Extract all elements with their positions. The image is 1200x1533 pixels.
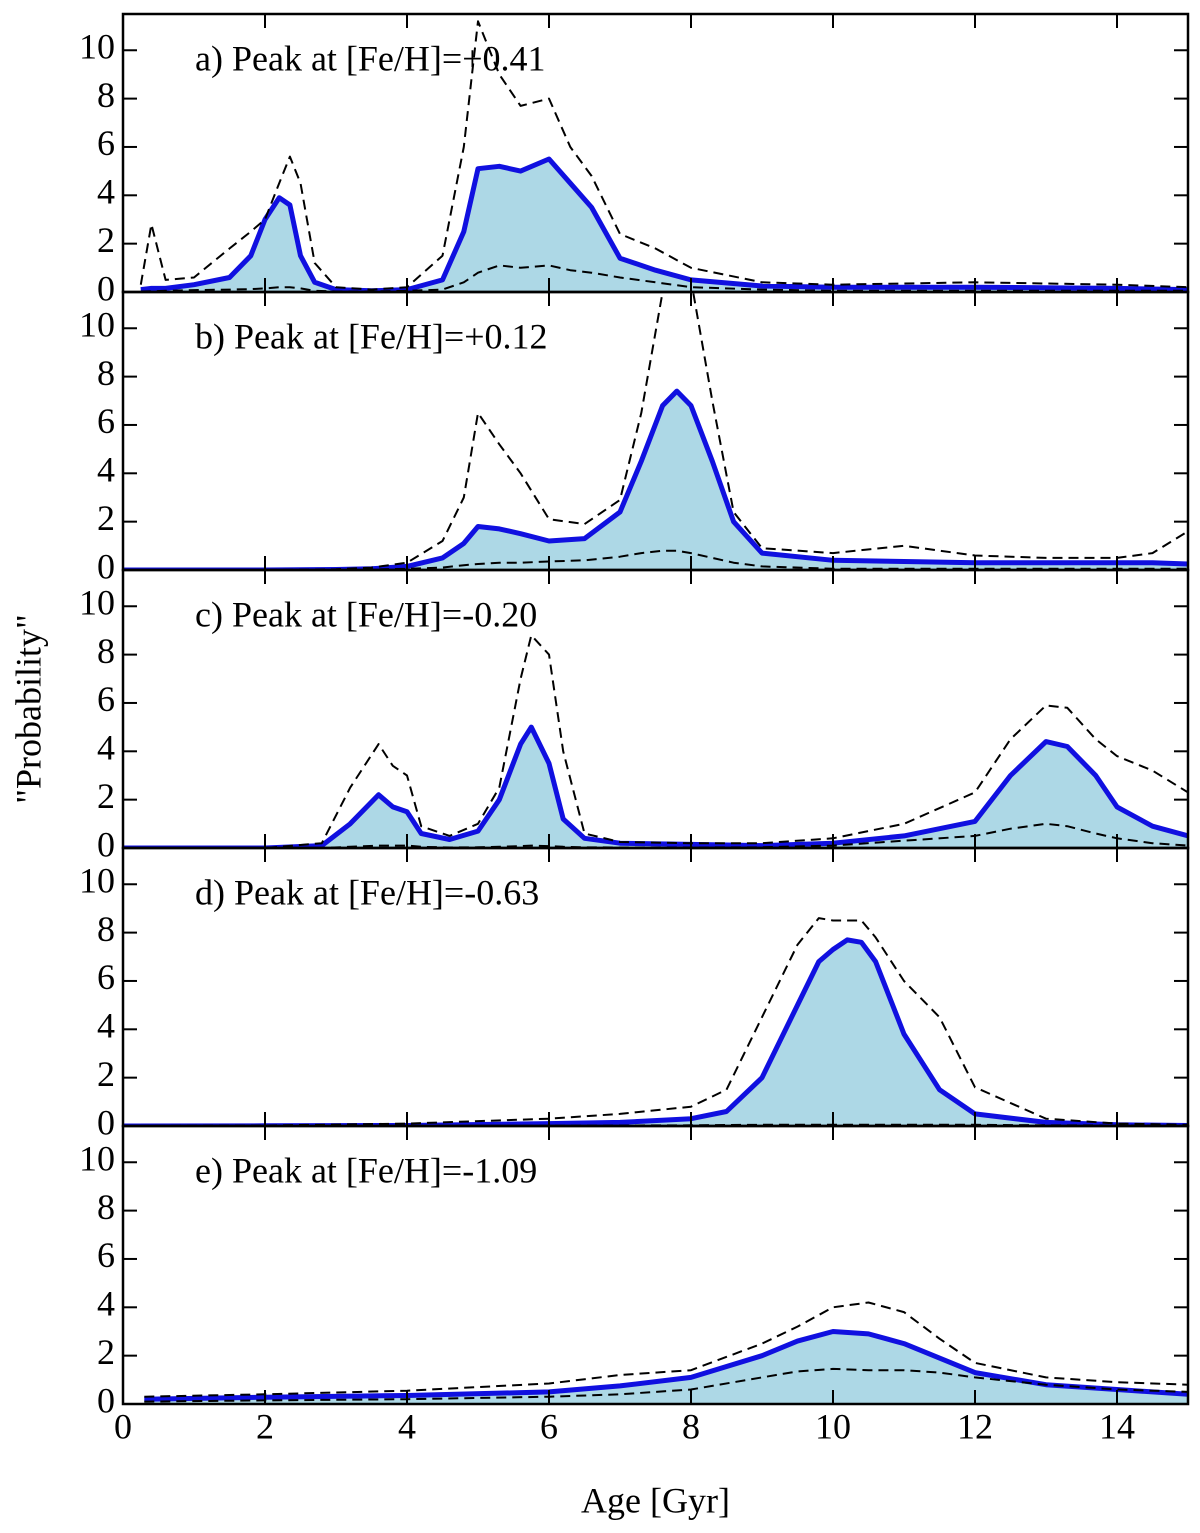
dashed-line [139,20,1188,291]
x-tick-label: 2 [256,1406,274,1446]
y-tick-label: 4 [97,728,115,768]
dashed-line [123,549,1188,570]
x-tick-label: 6 [540,1406,558,1446]
y-tick-label: 6 [97,123,115,163]
annotation: d) Peak at [Fe/H]=-0.63 [195,872,539,912]
panel [144,1301,1188,1404]
x-tick-label: 12 [957,1406,993,1446]
dashed-line [140,264,1188,292]
area [140,159,1188,292]
panel [139,20,1188,292]
area [123,727,1188,848]
y-tick-label: 2 [97,1332,115,1372]
x-tick-label: 0 [114,1406,132,1446]
y-tick-label: 2 [97,220,115,260]
y-tick-label: 10 [79,305,115,345]
y-tick-label: 2 [97,776,115,816]
y-tick-label: 0 [97,1102,115,1142]
dashed-line [123,917,1188,1126]
y-tick-label: 10 [79,27,115,67]
annotation: b) Peak at [Fe/H]=+0.12 [195,316,548,356]
line [140,156,1188,292]
line [123,937,1188,1126]
y-axis-label: "Probability" [8,614,48,803]
annotation: e) Peak at [Fe/H]=-1.09 [195,1150,537,1190]
y-tick-label: 4 [97,1284,115,1324]
x-axis-label: Age [Gyr] [581,1480,730,1520]
area [123,939,1188,1126]
y-tick-label: 10 [79,583,115,623]
y-tick-label: 10 [79,1139,115,1179]
y-tick-label: 6 [97,957,115,997]
x-tick-label: 8 [682,1406,700,1446]
y-tick-label: 6 [97,1235,115,1275]
line [123,388,1188,570]
y-tick-label: 10 [79,861,115,901]
y-tick-label: 0 [97,546,115,586]
line [144,1329,1188,1402]
y-tick-label: 6 [97,401,115,441]
annotation: a) Peak at [Fe/H]=+0.41 [195,38,546,78]
annotation: c) Peak at [Fe/H]=-0.20 [195,594,537,634]
line [123,724,1188,848]
dashed-line [144,1367,1188,1403]
y-tick-label: 8 [97,631,115,671]
y-tick-label: 0 [97,268,115,308]
y-tick-label: 4 [97,172,115,212]
panel [123,917,1188,1126]
y-tick-label: 8 [97,909,115,949]
y-tick-label: 2 [97,1054,115,1094]
y-tick-label: 4 [97,1006,115,1046]
dashed-line [123,292,1188,570]
y-tick-label: 0 [97,824,115,864]
x-tick-label: 14 [1099,1406,1135,1446]
y-tick-label: 8 [97,75,115,115]
y-tick-label: 0 [97,1380,115,1420]
dashed-line [144,1301,1188,1398]
y-tick-label: 4 [97,450,115,490]
dashed-line [123,634,1188,848]
y-tick-label: 2 [97,498,115,538]
area [144,1331,1188,1404]
axes-frame [121,1124,1190,1406]
y-tick-label: 8 [97,1187,115,1227]
panel [123,634,1188,848]
x-tick-label: 4 [398,1406,416,1446]
y-tick-label: 6 [97,679,115,719]
x-tick-label: 10 [815,1406,851,1446]
area [123,391,1188,570]
y-tick-label: 8 [97,353,115,393]
panel [123,292,1188,570]
